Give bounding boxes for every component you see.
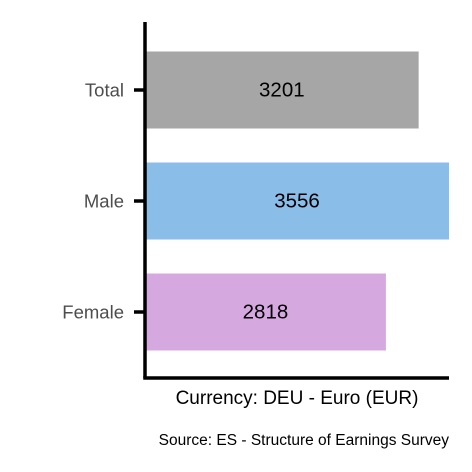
bars-layer [145,51,449,351]
y-axis-tick-labels: Total Male Female [62,80,124,323]
bar-female [145,273,386,351]
y-tick-label-male: Male [84,191,124,212]
bar-value-labels: 3201 3556 2818 [243,79,320,324]
bar-male [145,162,449,240]
bar-value-label-male: 3556 [274,190,320,213]
y-tick-label-female: Female [62,302,124,323]
source-caption: Source: ES - Structure of Earnings Surve… [159,432,450,449]
bar-total [145,51,419,129]
x-axis-title: Currency: DEU - Euro (EUR) [176,388,419,409]
bar-value-label-female: 2818 [243,301,289,324]
y-tick-label-total: Total [85,80,124,101]
y-axis-ticks [134,88,145,314]
bar-value-label-total: 3201 [259,79,305,102]
